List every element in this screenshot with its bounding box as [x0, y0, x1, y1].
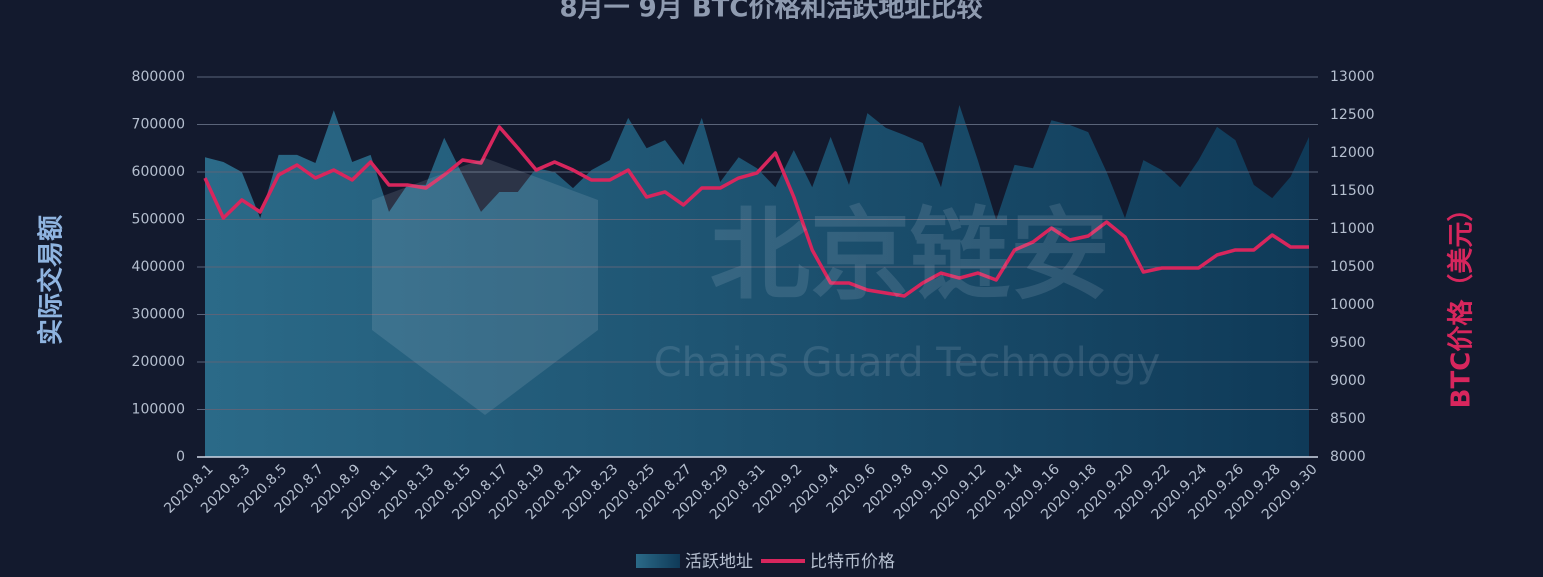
y2-tick-label: 12000	[1330, 145, 1375, 161]
y2-tick-label: 8000	[1330, 449, 1366, 465]
y-tick-label: 300000	[132, 307, 185, 323]
watermark-logo	[372, 158, 598, 415]
y2-tick-label: 10500	[1330, 259, 1375, 275]
y-tick-label: 700000	[132, 117, 185, 133]
legend-label: 比特币价格	[810, 552, 895, 572]
y2-tick-label: 11000	[1330, 221, 1375, 237]
y-tick-label: 500000	[132, 212, 185, 228]
y2-tick-label: 9500	[1330, 335, 1366, 351]
y2-tick-label: 10000	[1330, 297, 1375, 313]
watermark-text: 北京链安	[710, 196, 1110, 313]
line	[203, 125, 1309, 298]
area	[205, 105, 1309, 458]
y2-axis-label: BTC价格（美元）	[1446, 196, 1477, 409]
y-tick-label: 400000	[132, 259, 185, 275]
y-tick-label: 200000	[132, 354, 185, 370]
y2-tick-label: 11500	[1330, 183, 1375, 199]
watermark: 北京链安 Chains Guard Technology	[372, 158, 1160, 415]
y-tick-label: 600000	[132, 164, 185, 180]
legend-label: 活跃地址	[685, 552, 753, 572]
y2-tick-label: 8500	[1330, 411, 1366, 427]
y-axis-label: 实际交易额	[36, 215, 67, 345]
y2-tick-label: 12500	[1330, 107, 1375, 123]
y-tick-label: 0	[176, 449, 185, 465]
y2-tick-label: 13000	[1330, 69, 1375, 85]
legend: 活跃地址 比特币价格	[636, 552, 895, 572]
y-tick-label: 800000	[132, 69, 185, 85]
y2-tick-label: 9000	[1330, 373, 1366, 389]
chart-title: 8月一 9月 BTC价格和活跃地址比较	[560, 0, 983, 24]
watermark-subtext: Chains Guard Technology	[654, 340, 1161, 386]
y-tick-label: 100000	[132, 402, 185, 418]
legend-swatch	[636, 554, 680, 568]
